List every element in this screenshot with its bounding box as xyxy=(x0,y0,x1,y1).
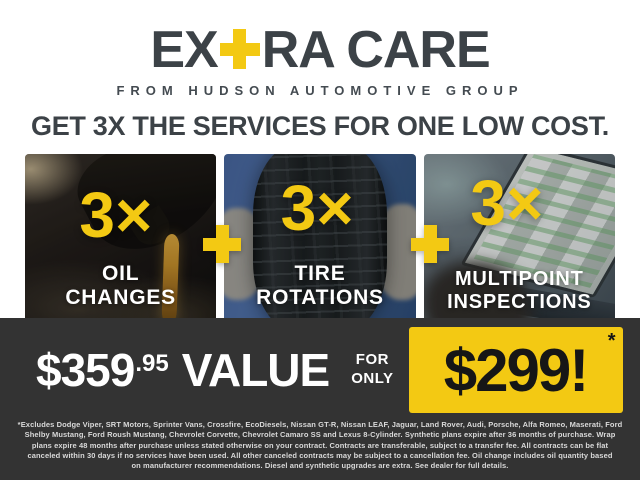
brand-logo-suffix: RA CARE xyxy=(261,21,491,79)
plus-icon xyxy=(203,225,241,263)
panel-oil-changes: 3× OIL CHANGES xyxy=(25,154,217,322)
panel-tire-rotations: 3× TIRE ROTATIONS xyxy=(224,154,416,322)
tire-label-line2: ROTATIONS xyxy=(256,286,384,310)
service-panels: 3× OIL CHANGES 3× TIRE ROTATIONS xyxy=(0,154,640,322)
fine-print: *Excludes Dodge Viper, SRT Motors, Sprin… xyxy=(0,420,640,472)
fine-print-line: Shelby Mustang, Ford Roush Mustang, Chev… xyxy=(24,430,616,440)
sale-price-box: $299! * xyxy=(408,327,623,413)
brand-logo-prefix: EX xyxy=(150,21,218,79)
for-word: FOR xyxy=(355,351,389,369)
only-word: ONLY xyxy=(351,370,394,387)
price-row: $359.95 VALUE FOR ONLY $299! * xyxy=(0,318,640,414)
brand-tagline: FROM HUDSON AUTOMOTIVE GROUP xyxy=(116,83,524,98)
plus-icon xyxy=(411,225,449,263)
fine-print-line: plans expire 48 months after purchase un… xyxy=(31,440,609,450)
value-dollars: $359 xyxy=(36,344,135,396)
tire-label-line1: TIRE xyxy=(294,261,346,285)
multipoint-inspections-label: MULTIPOINT INSPECTIONS xyxy=(424,268,615,314)
tire-multiplier: 3× xyxy=(280,171,354,244)
value-price: $359.95 VALUE xyxy=(36,343,330,397)
logo-plus-icon xyxy=(219,29,260,69)
oil-label-line2: CHANGES xyxy=(65,286,176,310)
for-only-label: FOR ONLY xyxy=(351,351,393,389)
fine-print-line: canceled within 30 days if no services h… xyxy=(27,451,613,461)
inspection-multiplier: 3× xyxy=(470,166,544,239)
footnote-asterisk: * xyxy=(607,330,616,352)
tire-rotations-label: TIRE ROTATIONS xyxy=(224,262,415,310)
inspection-label-line2: INSPECTIONS xyxy=(447,290,592,313)
value-cents: .95 xyxy=(135,350,169,377)
headline: GET 3X THE SERVICES FOR ONE LOW COST. xyxy=(31,111,609,141)
oil-multiplier: 3× xyxy=(79,178,153,251)
inspection-label-line1: MULTIPOINT xyxy=(454,267,584,290)
fine-print-line: on manufacturer recommendations. Diesel … xyxy=(131,461,509,471)
panel-multipoint-inspections: 3× MULTIPOINT INSPECTIONS xyxy=(423,154,615,322)
oil-changes-label: OIL CHANGES xyxy=(25,262,216,310)
fine-print-line: *Excludes Dodge Viper, SRT Motors, Sprin… xyxy=(17,420,623,429)
price-bar: $359.95 VALUE FOR ONLY $299! * *Excludes … xyxy=(0,318,640,480)
sale-price: $299! xyxy=(443,336,589,404)
value-word: VALUE xyxy=(181,344,330,396)
oil-label-line1: OIL xyxy=(101,261,140,285)
brand-logo-block: EX RA CARE FROM HUDSON AUTOMOTIVE GROUP xyxy=(0,0,640,98)
brand-logo: EX RA CARE xyxy=(0,24,640,76)
